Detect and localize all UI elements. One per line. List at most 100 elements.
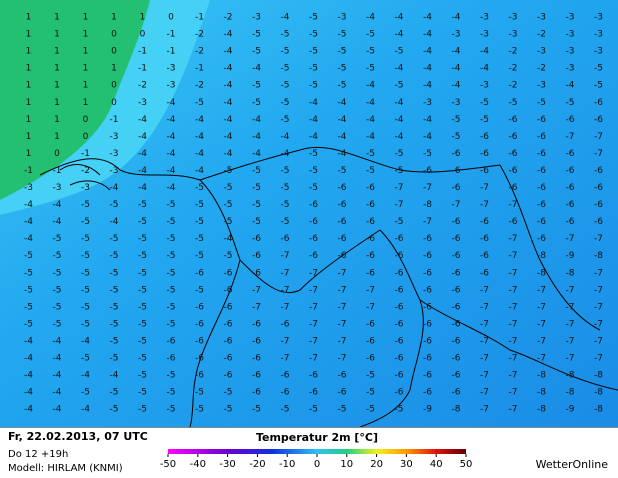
grid-value: -5	[53, 319, 62, 329]
grid-value: -6	[395, 371, 404, 381]
grid-value: -7	[281, 285, 290, 295]
grid-value: -6	[395, 285, 404, 295]
grid-value: -5	[252, 183, 261, 193]
grid-value: -2	[195, 47, 204, 57]
grid-value: -5	[195, 285, 204, 295]
grid-value: -5	[138, 354, 147, 364]
grid-value: -6	[395, 268, 404, 278]
grid-value: -5	[195, 200, 204, 210]
grid-value: -6	[509, 183, 518, 193]
grid-value: -6	[423, 285, 432, 295]
grid-value: -7	[594, 354, 603, 364]
grid-value: 1	[26, 13, 32, 23]
grid-value: -8	[594, 405, 603, 415]
grid-value: -6	[537, 132, 546, 142]
grid-value: 1	[54, 98, 60, 108]
grid-value: -6	[338, 234, 347, 244]
grid-value: -7	[338, 319, 347, 329]
grid-value: -5	[281, 30, 290, 40]
grid-value: -5	[366, 47, 375, 57]
grid-value: -6	[366, 234, 375, 244]
grid-value: -6	[423, 354, 432, 364]
grid-value: 0	[83, 115, 89, 125]
grid-value: -5	[138, 268, 147, 278]
grid-value: -6	[537, 183, 546, 193]
grid-value: -4	[167, 183, 176, 193]
grid-value: 1	[26, 115, 32, 125]
grid-value: -7	[509, 371, 518, 381]
grid-value: -4	[452, 13, 461, 23]
grid-value: -4	[24, 234, 33, 244]
borders	[39, 146, 618, 428]
grid-value: -7	[594, 234, 603, 244]
grid-value: -5	[81, 251, 90, 261]
grid-value: -5	[81, 319, 90, 329]
grid-value: -2	[509, 64, 518, 74]
grid-value: -4	[110, 371, 119, 381]
grid-value: -7	[309, 285, 318, 295]
grid-value: -6	[452, 234, 461, 244]
grid-value: -3	[566, 47, 575, 57]
grid-value: -3	[167, 81, 176, 91]
grid-value: -4	[338, 115, 347, 125]
grid-value: -8	[566, 371, 575, 381]
grid-value: -3	[81, 183, 90, 193]
grid-value: -6	[423, 319, 432, 329]
grid-value: -6	[480, 166, 489, 176]
grid-value: -6	[252, 319, 261, 329]
grid-value: -7	[395, 183, 404, 193]
grid-value: -4	[195, 132, 204, 142]
grid-value: -5	[395, 405, 404, 415]
grid-value: -5	[195, 405, 204, 415]
tick-label: 10	[340, 459, 353, 470]
grid-value: -6	[224, 319, 233, 329]
grid-value: -5	[167, 268, 176, 278]
grid-value: -5	[338, 81, 347, 91]
grid-value: -5	[195, 217, 204, 227]
grid-value: -6	[566, 183, 575, 193]
grid-value: -3	[452, 30, 461, 40]
grid-value: -5	[537, 98, 546, 108]
tick-label: -30	[219, 459, 235, 470]
grid-value: -5	[281, 200, 290, 210]
grid-value: -6	[395, 319, 404, 329]
grid-value: -7	[509, 285, 518, 295]
grid-value: -5	[252, 200, 261, 210]
grid-value: -6	[423, 166, 432, 176]
grid-value: -2	[195, 81, 204, 91]
grid-value: 1	[83, 81, 89, 91]
grid-value: -5	[24, 268, 33, 278]
grid-value: -5	[81, 285, 90, 295]
grid-value: -7	[338, 285, 347, 295]
grid-value: -4	[338, 149, 347, 159]
grid-value: -6	[338, 183, 347, 193]
grid-value: -6	[452, 268, 461, 278]
grid-value: -4	[138, 166, 147, 176]
grid-value: -7	[480, 302, 489, 312]
grid-value: -6	[594, 166, 603, 176]
grid-value: -5	[110, 251, 119, 261]
grid-value: -6	[252, 336, 261, 346]
grid-value: -6	[423, 268, 432, 278]
grid-value: -7	[594, 285, 603, 295]
grid-value: -6	[452, 319, 461, 329]
grid-value: -7	[480, 388, 489, 398]
grid-value: -4	[53, 388, 62, 398]
grid-value: -6	[366, 251, 375, 261]
grid-value: -6	[338, 200, 347, 210]
grid-value: -4	[366, 98, 375, 108]
grid-value: -5	[167, 251, 176, 261]
grid-value: -5	[24, 251, 33, 261]
grid-value: -6	[309, 234, 318, 244]
grid-value: -6	[594, 217, 603, 227]
grid-value: -6	[366, 183, 375, 193]
grid-value: -4	[110, 217, 119, 227]
grid-value: -7	[509, 200, 518, 210]
grid-value: -5	[309, 47, 318, 57]
grid-value: -2	[81, 166, 90, 176]
grid-value: -7	[338, 302, 347, 312]
grid-value: -7	[566, 354, 575, 364]
grid-value: 1	[26, 132, 32, 142]
grid-value: -5	[281, 405, 290, 415]
grid-value: -6	[566, 149, 575, 159]
